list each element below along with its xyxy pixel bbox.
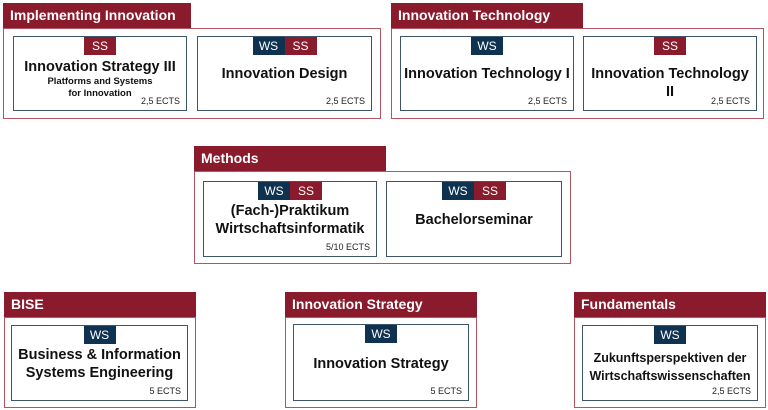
group-box <box>4 317 196 408</box>
semester-badge-ss: SS <box>654 37 686 55</box>
semester-badge-ss: SS <box>284 37 317 55</box>
course-card-praktikum[interactable]: WS SS (Fach-)Praktikum Wirtschaftsinform… <box>203 181 377 257</box>
semester-badge-ws: WS <box>365 325 397 343</box>
semester-badge-ws: WS <box>471 37 503 55</box>
semester-badge-ss: SS <box>290 182 322 200</box>
course-title: Innovation Design <box>221 66 348 82</box>
group-innovation-technology: Innovation Technology WS Innovation Tech… <box>391 3 764 119</box>
course-subtitle: for Innovation <box>68 88 132 99</box>
group-methods: Methods WS SS (Fach-)Praktikum Wirtschaf… <box>194 146 571 264</box>
group-innovation-strategy: Innovation Strategy WS Innovation Strate… <box>285 292 477 408</box>
semester-badge-ws: WS <box>252 37 285 55</box>
course-card-innovation-design[interactable]: WS SS Innovation Design 2,5 ECTS <box>197 36 372 111</box>
group-header: Implementing Innovation <box>3 3 191 28</box>
course-title: Innovation Strategy III <box>24 59 176 75</box>
ects-label: 5 ECTS <box>149 386 181 396</box>
semester-badge-ws: WS <box>654 326 686 344</box>
group-box <box>574 317 766 408</box>
ects-label: 2,5 ECTS <box>710 96 750 106</box>
ects-label: 5/10 ECTS <box>325 242 370 252</box>
course-title: Bachelorseminar <box>415 212 533 228</box>
group-fundamentals: Fundamentals WS Zukunftsperspektiven der… <box>574 292 766 408</box>
course-title: Innovation Technology II <box>591 66 749 100</box>
group-header: Fundamentals <box>574 292 766 317</box>
course-title: Zukunftsperspektiven der <box>593 351 747 365</box>
group-header: Methods <box>194 146 386 171</box>
ects-label: 2,5 ECTS <box>140 96 180 106</box>
group-bise: BISE WS Business & Information Systems E… <box>4 292 196 408</box>
group-header: Innovation Strategy <box>285 292 477 317</box>
course-title: Business & Information <box>18 347 181 363</box>
group-box <box>391 28 764 119</box>
semester-badge-ws: WS <box>442 182 474 200</box>
semester-badge-ws: WS <box>83 326 116 344</box>
course-title: Systems Engineering <box>25 365 174 381</box>
semester-badge-ws: WS <box>258 182 290 200</box>
ects-label: 2,5 ECTS <box>325 96 365 106</box>
group-implementing-innovation: Implementing Innovation SS Innovation St… <box>3 3 381 119</box>
course-card-innovation-technology-i[interactable]: WS Innovation Technology I 2,5 ECTS <box>400 36 574 111</box>
ects-label: 2,5 ECTS <box>711 386 751 396</box>
ects-label: 2,5 ECTS <box>527 96 567 106</box>
course-card-innovation-technology-ii[interactable]: SS Innovation Technology II 2,5 ECTS <box>583 36 757 111</box>
group-header: Innovation Technology <box>391 3 583 28</box>
course-title: Innovation Strategy <box>313 356 449 372</box>
course-card-bachelorseminar[interactable]: WS SS Bachelorseminar <box>386 181 562 257</box>
course-card-bise[interactable]: WS Business & Information Systems Engine… <box>11 325 188 401</box>
group-box <box>194 171 571 264</box>
semester-badge-ss: SS <box>84 37 116 55</box>
ects-label: 5 ECTS <box>430 386 462 396</box>
course-title: (Fach-)Praktikum <box>230 203 350 219</box>
course-title: Innovation Technology I <box>404 66 570 82</box>
semester-badge-ss: SS <box>474 182 506 200</box>
group-box <box>285 317 477 408</box>
course-subtitle: Platforms and Systems <box>47 76 153 87</box>
course-card-zukunftsperspektiven[interactable]: WS Zukunftsperspektiven der Wirtschaftsw… <box>582 325 758 401</box>
course-title: Wirtschaftswissenschaften <box>589 369 751 383</box>
course-card-innovation-strategy[interactable]: WS Innovation Strategy 5 ECTS <box>293 324 469 401</box>
group-header: BISE <box>4 292 196 317</box>
course-title: Wirtschaftsinformatik <box>215 221 365 237</box>
group-box <box>3 28 381 119</box>
course-card-innovation-strategy-iii[interactable]: SS Innovation Strategy III Platforms and… <box>13 36 187 111</box>
